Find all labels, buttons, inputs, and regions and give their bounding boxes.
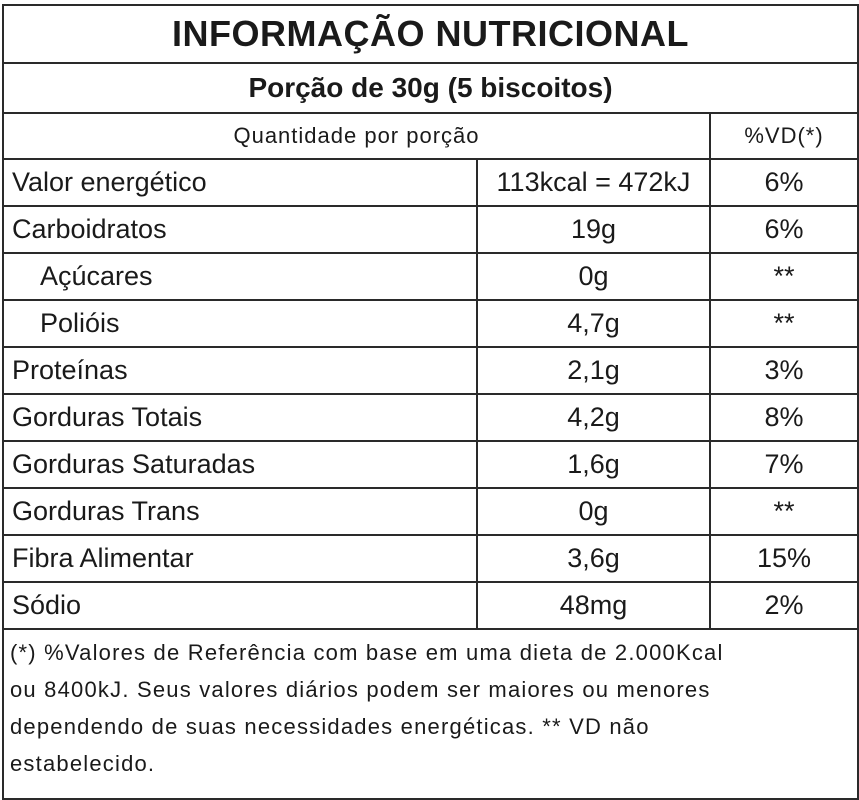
nutrient-row-gorduras-saturadas: Gorduras Saturadas 1,6g 7% <box>2 440 859 489</box>
nutrient-daily-value: 6% <box>709 158 859 207</box>
footnote-line: ou 8400kJ. Seus valores diários podem se… <box>10 677 711 702</box>
nutrient-name: Proteínas <box>2 346 478 395</box>
nutrient-daily-value: 7% <box>709 440 859 489</box>
nutrient-row-gorduras-totais: Gorduras Totais 4,2g 8% <box>2 393 859 442</box>
footnote-line: dependendo de suas necessidades energéti… <box>10 714 650 739</box>
nutrient-daily-value: 2% <box>709 581 859 630</box>
nutrient-amount: 2,1g <box>476 346 711 395</box>
footnote-line: (*) %Valores de Referência com base em u… <box>10 640 724 665</box>
nutrient-amount: 113kcal = 472kJ <box>476 158 711 207</box>
nutrient-amount: 0g <box>476 487 711 536</box>
nutrient-name: Açúcares <box>2 252 478 301</box>
nutrient-daily-value: ** <box>709 299 859 348</box>
column-header-row: Quantidade por porção %VD(*) <box>2 112 859 160</box>
nutrient-amount: 3,6g <box>476 534 711 583</box>
nutrient-daily-value: ** <box>709 487 859 536</box>
nutrient-row-valor-energetico: Valor energético 113kcal = 472kJ 6% <box>2 158 859 207</box>
nutrient-amount: 19g <box>476 205 711 254</box>
nutrient-amount: 4,2g <box>476 393 711 442</box>
nutrient-name: Gorduras Totais <box>2 393 478 442</box>
nutrition-table: INFORMAÇÃO NUTRICIONAL Porção de 30g (5 … <box>2 4 859 800</box>
nutrient-daily-value: 15% <box>709 534 859 583</box>
nutrient-amount: 1,6g <box>476 440 711 489</box>
nutrient-daily-value: 3% <box>709 346 859 395</box>
nutrient-name: Gorduras Trans <box>2 487 478 536</box>
nutrient-amount: 4,7g <box>476 299 711 348</box>
nutrient-row-sodio: Sódio 48mg 2% <box>2 581 859 630</box>
daily-value-header: %VD(*) <box>709 112 859 160</box>
nutrient-row-fibra-alimentar: Fibra Alimentar 3,6g 15% <box>2 534 859 583</box>
nutrient-name: Polióis <box>2 299 478 348</box>
nutrient-name: Valor energético <box>2 158 478 207</box>
nutrient-name: Sódio <box>2 581 478 630</box>
nutrient-amount: 48mg <box>476 581 711 630</box>
nutrient-name: Gorduras Saturadas <box>2 440 478 489</box>
nutrient-row-carboidratos: Carboidratos 19g 6% <box>2 205 859 254</box>
nutrient-daily-value: 6% <box>709 205 859 254</box>
footnote: (*) %Valores de Referência com base em u… <box>2 628 859 800</box>
portion-size: Porção de 30g (5 biscoitos) <box>2 62 859 114</box>
nutrient-row-poliois: Polióis 4,7g ** <box>2 299 859 348</box>
nutrient-name: Fibra Alimentar <box>2 534 478 583</box>
nutrient-amount: 0g <box>476 252 711 301</box>
nutrient-row-gorduras-trans: Gorduras Trans 0g ** <box>2 487 859 536</box>
nutrient-daily-value: ** <box>709 252 859 301</box>
footnote-line: estabelecido. <box>10 751 156 776</box>
label-title: INFORMAÇÃO NUTRICIONAL <box>2 4 859 64</box>
nutrient-row-acucares: Açúcares 0g ** <box>2 252 859 301</box>
nutrient-row-proteinas: Proteínas 2,1g 3% <box>2 346 859 395</box>
nutrient-name: Carboidratos <box>2 205 478 254</box>
quantity-per-portion-header: Quantidade por porção <box>2 112 711 160</box>
nutrient-daily-value: 8% <box>709 393 859 442</box>
